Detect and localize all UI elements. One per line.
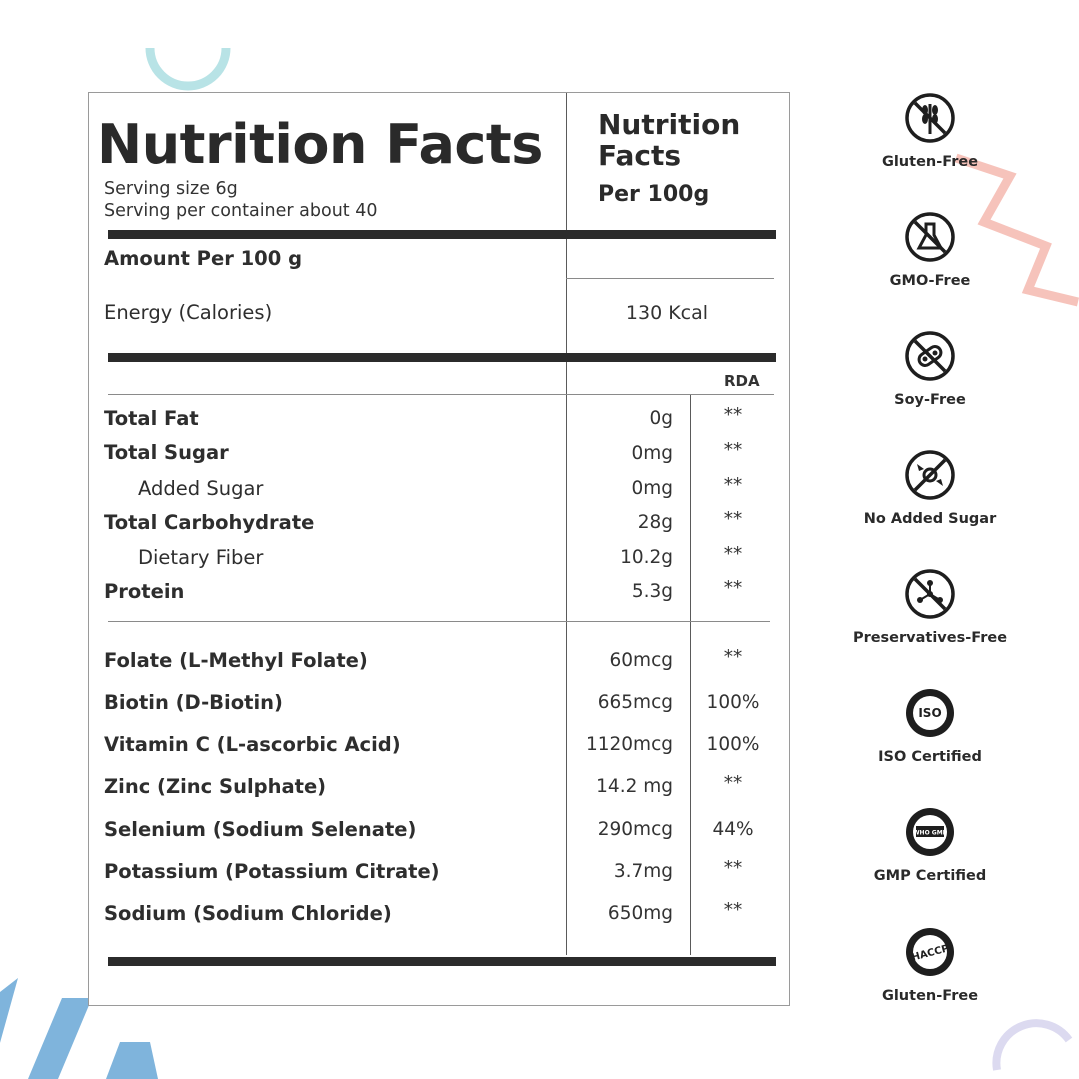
nutrient-label-selenium: Selenium (Sodium Selenate): [104, 818, 417, 841]
column-divider: [566, 93, 567, 955]
nutrient-value-dietary-fiber: 10.2g: [620, 547, 673, 568]
nutrient-label-total-sugar: Total Sugar: [104, 441, 229, 464]
nutrient-value-vitamin-c: 1120mcg: [585, 734, 673, 755]
nutrient-value-total-fat: 0g: [649, 408, 673, 429]
servings-per-container: Serving per container about 40: [104, 201, 378, 221]
nutrient-rda-added-sugar: **: [723, 475, 743, 496]
badge-label-gmo-free: GMO-Free: [889, 273, 971, 289]
badge-label-preservatives-free: Preservatives-Free: [852, 630, 1008, 646]
nutrient-rda-vitamin-c: 100%: [706, 734, 760, 755]
thick-rule-bottom: [108, 957, 776, 966]
right-column-title: Nutrition Facts: [598, 108, 741, 172]
nutrient-value-potassium: 3.7mg: [613, 861, 673, 882]
energy-label: Energy (Calories): [104, 301, 273, 324]
wheat-crossed-icon: [905, 93, 955, 143]
lavender-arc-decoration: [992, 1019, 1073, 1071]
badge-label-gluten-free: Gluten-Free: [881, 154, 979, 170]
gmp-seal-icon: WHO GMP: [906, 808, 954, 856]
nutrient-label-total-fat: Total Fat: [104, 407, 199, 430]
iso-seal-icon: ISO: [906, 689, 954, 737]
badge-label-haccp: Gluten-Free: [881, 988, 979, 1004]
nutrient-rda-protein: **: [723, 578, 743, 599]
nutrient-value-zinc: 14.2 mg: [596, 776, 673, 797]
nutrient-value-biotin: 665mcg: [597, 692, 673, 713]
candy-crossed-icon: [905, 450, 955, 500]
nutrient-value-sodium: 650mg: [607, 903, 673, 924]
gmp-seal-text: WHO GMP: [913, 830, 948, 837]
nutrient-rda-total-fat: **: [723, 405, 743, 426]
badge-iso-certified: ISO ISO Certified: [838, 687, 1022, 765]
haccp-seal-icon: HACCP: [906, 928, 954, 976]
thin-rule-amount: [566, 278, 774, 279]
thick-rule-top: [108, 230, 776, 239]
nutrient-label-dietary-fiber: Dietary Fiber: [138, 546, 264, 569]
nutrient-value-total-sugar: 0mg: [631, 443, 673, 464]
nutrient-rda-potassium: **: [723, 858, 743, 879]
thin-rule-rda: [108, 394, 774, 395]
energy-value: 130 Kcal: [625, 302, 709, 324]
coral-zigzag-decoration: [954, 153, 1079, 307]
thin-rule-micros: [108, 621, 770, 622]
thick-rule-middle: [108, 353, 776, 362]
rda-column-divider: [690, 395, 691, 955]
badge-soy-free: Soy-Free: [838, 330, 1022, 408]
nutrient-rda-zinc: **: [723, 773, 743, 794]
nutrient-value-total-carbohydrate: 28g: [637, 512, 673, 533]
badge-gmp-certified: WHO GMP GMP Certified: [838, 806, 1022, 884]
nutrient-rda-selenium: 44%: [712, 819, 754, 840]
nutrient-rda-dietary-fiber: **: [723, 544, 743, 565]
nutrition-facts-panel: Nutrition Facts Serving size 6g Serving …: [88, 92, 790, 1006]
badge-haccp: HACCP Gluten-Free: [838, 926, 1022, 1004]
nutrient-label-vitamin-c: Vitamin C (L-ascorbic Acid): [104, 733, 401, 756]
nutrient-label-biotin: Biotin (D-Biotin): [104, 691, 283, 714]
nutrient-rda-folate: **: [723, 647, 743, 668]
badge-preservatives-free: Preservatives-Free: [838, 568, 1022, 646]
badge-gluten-free: Gluten-Free: [838, 92, 1022, 170]
blue-stripes-decoration: [0, 978, 158, 1079]
soy-crossed-icon: [905, 331, 955, 381]
per-100g-label: Per 100g: [598, 182, 710, 207]
badge-label-no-added-sugar: No Added Sugar: [863, 511, 997, 527]
badge-label-soy-free: Soy-Free: [894, 392, 966, 408]
nutrient-value-selenium: 290mcg: [597, 819, 673, 840]
nutrient-label-zinc: Zinc (Zinc Sulphate): [104, 775, 327, 798]
flask-crossed-icon: [905, 212, 955, 262]
amount-per-label: Amount Per 100 g: [104, 247, 303, 270]
nutrition-facts-title: Nutrition Facts: [97, 113, 543, 176]
iso-seal-text: ISO: [918, 706, 941, 720]
rda-header: RDA: [724, 372, 760, 390]
teal-arc-decoration: [145, 47, 231, 91]
molecule-crossed-icon: [905, 569, 955, 619]
serving-size: Serving size 6g: [104, 179, 238, 199]
nutrient-value-protein: 5.3g: [631, 581, 673, 602]
badge-label-iso-certified: ISO Certified: [878, 749, 982, 765]
nutrient-rda-sodium: **: [723, 900, 743, 921]
nutrient-label-folate: Folate (L-Methyl Folate): [104, 649, 368, 672]
badge-gmo-free: GMO-Free: [838, 211, 1022, 289]
badge-label-gmp-certified: GMP Certified: [873, 868, 987, 884]
badge-no-added-sugar: No Added Sugar: [838, 449, 1022, 527]
nutrient-rda-total-carbohydrate: **: [723, 509, 743, 530]
nutrient-rda-total-sugar: **: [723, 440, 743, 461]
nutrient-label-added-sugar: Added Sugar: [138, 477, 264, 500]
nutrient-label-total-carbohydrate: Total Carbohydrate: [104, 511, 315, 534]
nutrient-rda-biotin: 100%: [706, 692, 760, 713]
nutrient-label-potassium: Potassium (Potassium Citrate): [104, 860, 440, 883]
nutrient-label-sodium: Sodium (Sodium Chloride): [104, 902, 392, 925]
nutrient-value-folate: 60mcg: [609, 650, 673, 671]
nutrient-value-added-sugar: 0mg: [631, 478, 673, 499]
nutrient-label-protein: Protein: [104, 580, 185, 603]
